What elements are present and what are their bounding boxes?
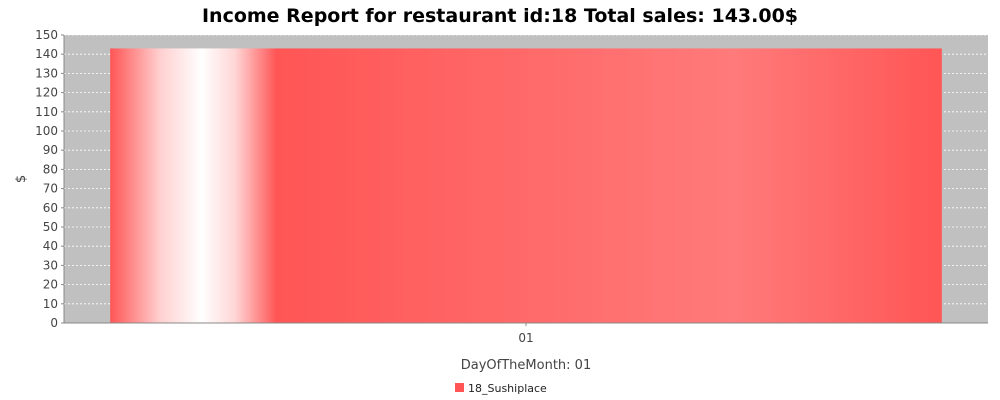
chart-title: Income Report for restaurant id:18 Total…	[202, 5, 798, 27]
bar-01	[110, 48, 942, 323]
y-tick-label: 80	[43, 162, 58, 176]
y-tick-label: 40	[43, 239, 58, 253]
y-axis-label: $	[14, 175, 29, 183]
y-axis-ticks: 0 10 20 30 40 50 60 70 80 90 100 110 120 130 140 150	[35, 28, 64, 330]
y-tick-label: 0	[50, 316, 58, 330]
y-tick-label: 70	[43, 182, 58, 196]
legend-swatch	[455, 383, 464, 392]
y-tick-label: 130	[35, 66, 58, 80]
y-tick-label: 10	[43, 297, 58, 311]
y-tick-label: 30	[43, 258, 58, 272]
y-tick-label: 50	[43, 220, 58, 234]
y-tick-label: 90	[43, 143, 58, 157]
y-tick-label: 110	[35, 105, 58, 119]
x-tick-label: 01	[518, 331, 533, 345]
y-tick-label: 120	[35, 86, 58, 100]
y-tick-label: 20	[43, 278, 58, 292]
bars	[110, 48, 942, 323]
y-tick-label: 60	[43, 201, 58, 215]
y-tick-label: 100	[35, 124, 58, 138]
y-tick-label: 140	[35, 47, 58, 61]
x-axis-ticks: 01	[518, 323, 534, 345]
y-tick-label: 150	[35, 28, 58, 42]
legend-label: 18_Sushiplace	[468, 382, 547, 395]
x-axis-label: DayOfTheMonth: 01	[461, 358, 591, 373]
legend: 18_Sushiplace	[455, 382, 547, 395]
